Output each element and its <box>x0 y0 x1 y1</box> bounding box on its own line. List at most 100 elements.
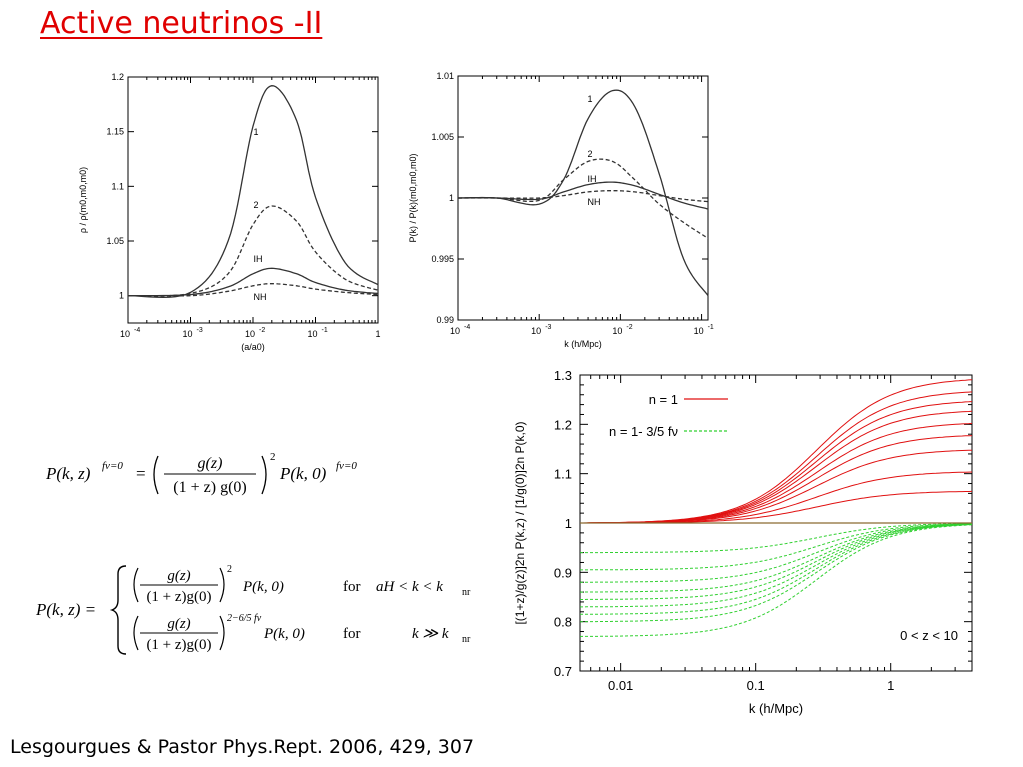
x-tick-exponent: -4 <box>464 324 470 331</box>
y-tick-label: 1.01 <box>436 71 454 81</box>
eq2-row1-den: (1 + z)g(0) <box>146 589 211 605</box>
x-tick-label: 1 <box>887 678 894 693</box>
curve-label: NH <box>254 292 267 302</box>
y-tick-label: 1.1 <box>554 467 572 482</box>
x-tick-exponent: -2 <box>626 324 632 331</box>
x-tick-label: 10 <box>531 326 541 336</box>
x-tick-label: 10 <box>120 329 130 339</box>
eq2-row2-num: g(z) <box>167 616 190 632</box>
legend-label: n = 1 <box>649 392 678 407</box>
curve-label: 2 <box>587 149 592 159</box>
y-tick-label: 0.995 <box>431 254 454 264</box>
x-tick-exponent: -3 <box>545 324 551 331</box>
series-line-green <box>580 523 973 583</box>
x-tick-exponent: -1 <box>708 324 714 331</box>
y-tick-label: 0.99 <box>436 315 454 325</box>
y-tick-label: 1 <box>449 193 454 203</box>
eq2-row2-rhs: P(k, 0) <box>263 626 305 642</box>
series-line-green <box>580 523 973 615</box>
curve-label: 2 <box>253 200 258 210</box>
series-line-green <box>580 523 973 600</box>
series-line-nh <box>128 282 379 297</box>
eq2-lhs: P(k, z) = <box>35 600 96 619</box>
curve-label: 1 <box>253 127 258 137</box>
eq2-row2-cond-sub: nr <box>462 634 471 645</box>
redshift-range-label: 0 < z < 10 <box>900 628 958 643</box>
x-axis-label: k (h/Mpc) <box>564 339 602 349</box>
x-tick-label: 0.01 <box>608 678 633 693</box>
x-tick-label: 10 <box>694 326 704 336</box>
legend-label: n = 1- 3/5 fν <box>609 424 678 439</box>
x-tick-label: 0.1 <box>747 678 765 693</box>
chart-growth-ratio: 0.7 0.8 0.9 1 1.1 1.2 1.3 0.01 0.1 1 n = 1 n = 1- 3… <box>482 352 1022 722</box>
y-tick-label: 1.2 <box>111 72 124 82</box>
y-tick-label: 1.3 <box>554 368 572 383</box>
series-line-green <box>580 523 973 593</box>
y-tick-label: 0.9 <box>554 565 572 580</box>
eq1-equals: = <box>136 464 146 483</box>
y-tick-label: 0.8 <box>554 615 572 630</box>
series-line-green <box>580 523 973 608</box>
series-line-1 <box>128 85 379 298</box>
curve-label: IH <box>588 174 597 184</box>
series-line-green <box>579 524 973 637</box>
chart-power-spectrum-ratio: 10 -4 10 -3 10 -2 10 -1 1.01 1.005 1 0.995 0.99 1 2 IH N… <box>408 71 714 349</box>
eq2-row2-den: (1 + z)g(0) <box>146 637 211 653</box>
equation-linear-growth: P(k, z) fν=0 = g(z) (1 + z) g(0) 2 P(k, … <box>45 451 357 496</box>
eq1-lhs-sup: fν=0 <box>102 460 123 472</box>
eq2-row1-num: g(z) <box>167 568 190 584</box>
eq1-denominator: (1 + z) g(0) <box>173 479 246 496</box>
x-tick-label: 10 <box>612 326 622 336</box>
slide-title: Active neutrinos -II <box>40 6 323 41</box>
series-line-green <box>580 524 973 623</box>
y-axis-label: P(k) / P(k)(m0,m0,m0) <box>408 153 418 242</box>
eq2-row1-rhs: P(k, 0) <box>242 579 284 595</box>
x-axis-label: (a/a0) <box>241 342 265 352</box>
curve-label: 1 <box>587 94 592 104</box>
eq2-row1-cond-sub: nr <box>462 587 471 598</box>
eq1-numerator: g(z) <box>198 455 223 472</box>
x-axis-label: k (h/Mpc) <box>749 701 803 716</box>
eq2-row1-for: for <box>343 579 361 595</box>
x-tick-label: 10 <box>245 329 255 339</box>
y-tick-label: 1.2 <box>554 417 572 432</box>
x-tick-exponent: -1 <box>322 327 328 334</box>
eq2-row1-power: 2 <box>227 564 232 575</box>
series-line-1 <box>458 89 709 296</box>
eq2-row1-cond: aH < k < k <box>376 579 443 595</box>
series-line-nh <box>458 190 709 203</box>
y-tick-label: 1.05 <box>106 236 124 246</box>
chart-energy-density: 10 -4 10 -3 10 -2 10 -1 1 1.2 1.15 1.1 1.05 1 1 2 IH NH (a… <box>78 72 381 352</box>
y-tick-label: 1.005 <box>431 132 454 142</box>
y-axis-label: ρ / ρ(m0,m0,m0) <box>78 167 88 233</box>
series-line-2 <box>458 158 709 239</box>
citation: Lesgourgues & Pastor Phys.Rept. 2006, 42… <box>10 736 475 758</box>
series-line-ih <box>458 181 709 210</box>
series-line-green <box>580 523 972 554</box>
eq1-rhs-sup: fν=0 <box>336 460 357 472</box>
eq2-row2-for: for <box>343 626 361 642</box>
x-tick-exponent: -2 <box>259 327 265 334</box>
y-tick-label: 1 <box>119 291 124 301</box>
eq1-power: 2 <box>270 451 276 463</box>
y-tick-label: 0.7 <box>554 664 572 679</box>
y-tick-label: 1.1 <box>111 181 124 191</box>
x-tick-label: 10 <box>450 326 460 336</box>
series-line-ih <box>127 267 379 297</box>
x-tick-label: 10 <box>182 329 192 339</box>
y-tick-label: 1 <box>565 516 572 531</box>
eq1-lhs: P(k, z) <box>45 464 91 483</box>
chart-background <box>482 352 1022 722</box>
curve-label: IH <box>254 254 263 264</box>
series-line-2 <box>127 205 379 297</box>
equation-piecewise-growth: P(k, z) = g(z) (1 + z)g(0) 2 P(k, 0) for… <box>35 564 471 655</box>
y-axis-label: [(1+z)/g(z)]2n P(k,z) / [1/g(0)]2n P(k,0… <box>513 421 527 624</box>
x-tick-label: 10 <box>307 329 317 339</box>
x-tick-exponent: -3 <box>197 327 203 334</box>
series-line-red <box>580 379 973 524</box>
eq2-row2-power: 2−6/5 fν <box>227 613 262 624</box>
eq1-rhs: P(k, 0) <box>279 464 327 483</box>
series-line-green <box>580 523 973 571</box>
curve-label: NH <box>588 197 601 207</box>
eq2-row2-cond: k ≫ k <box>412 626 449 642</box>
